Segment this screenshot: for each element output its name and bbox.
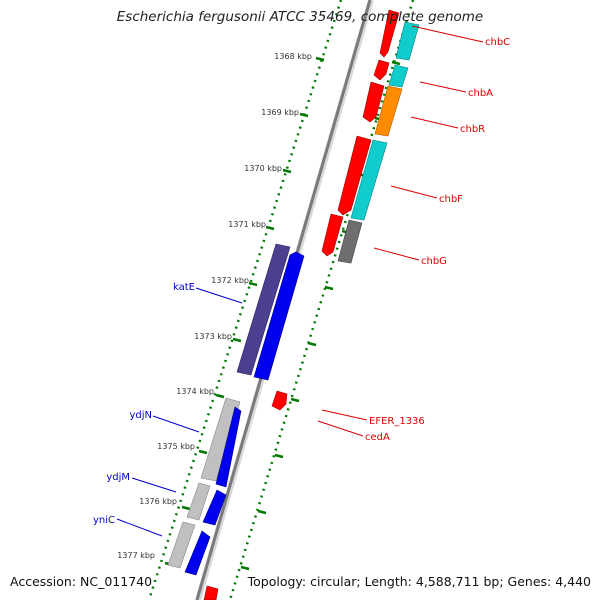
leader-chbF [390, 185, 438, 199]
major-ticks-inner [164, 56, 325, 567]
label-chbF[interactable]: chbF [439, 194, 463, 205]
leader-cedA [317, 420, 364, 437]
tick-label: 1372 kbp [211, 276, 249, 285]
genome-summary-text: Topology: circular; Length: 4,588,711 bp… [247, 574, 591, 589]
cds-feature [379, 9, 400, 58]
tick-ring-inner [147, 0, 343, 601]
leader-ydjN [152, 415, 200, 433]
leader-chbA [419, 81, 467, 93]
cds-feature [321, 213, 344, 257]
tick-label: 1368 kbp [274, 52, 312, 61]
tick-label: 1374 kbp [176, 387, 214, 396]
leader-chbG [373, 247, 420, 261]
label-katE[interactable]: katE [173, 282, 195, 293]
gene-yniC [167, 521, 196, 569]
tick-label: 1371 kbp [228, 220, 266, 229]
gene-ydjN [200, 397, 241, 482]
cds-feature [271, 390, 288, 411]
leader-EFER_1336 [321, 409, 368, 421]
label-EFER_1336[interactable]: EFER_1336 [369, 416, 425, 427]
tick-label: 1375 kbp [157, 442, 195, 451]
tick-ring-outer [228, 0, 415, 601]
label-chbG[interactable]: chbG [421, 256, 447, 267]
label-ydjN[interactable]: ydjN [129, 410, 152, 421]
gene-chbR [374, 85, 403, 137]
label-chbC[interactable]: chbC [485, 37, 510, 48]
cds-katE [253, 251, 305, 381]
leader-ydjM [131, 477, 177, 493]
tick-label: 1376 kbp [139, 497, 177, 506]
gene-chbC [395, 21, 420, 61]
cds-ydjM [202, 489, 227, 526]
cds-feature [337, 135, 372, 216]
cds-feature [373, 59, 390, 81]
gene-chbG [337, 219, 363, 264]
label-yniC[interactable]: yniC [93, 515, 115, 526]
leader-chbC [411, 25, 484, 43]
label-ydjM[interactable]: ydjM [106, 472, 130, 483]
cds-reverse-track [203, 9, 400, 601]
gene-chbF [350, 139, 388, 221]
gene-track [337, 21, 420, 264]
tick-label: 1369 kbp [261, 108, 299, 117]
tick-label: 1370 kbp [244, 164, 282, 173]
tick-label: 1377 kbp [117, 551, 155, 560]
accession-text: Accession: NC_011740 [10, 574, 153, 589]
cds-feature [203, 585, 219, 601]
map-title: Escherichia fergusonii ATCC 35469, compl… [116, 9, 484, 25]
cds-feature [362, 81, 385, 123]
tick-label: 1373 kbp [194, 332, 232, 341]
leader-chbR [410, 116, 459, 129]
label-cedA[interactable]: cedA [365, 432, 390, 443]
cds-yniC [184, 530, 211, 576]
gene-ydjM [186, 482, 211, 521]
gene-chbA [388, 64, 409, 88]
gene-katE [236, 243, 291, 376]
leader-katE [195, 287, 243, 304]
label-chbA[interactable]: chbA [468, 88, 493, 99]
label-chbR[interactable]: chbR [460, 124, 485, 135]
cds-ydjN [215, 406, 242, 488]
leader-yniC [116, 518, 163, 537]
